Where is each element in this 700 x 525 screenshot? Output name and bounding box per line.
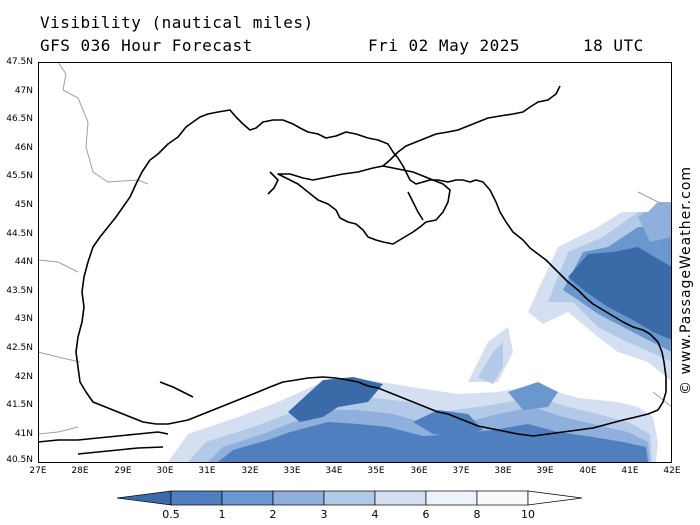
lat-label: 42N [14,372,33,382]
legend-label: 8 [473,508,481,521]
legend-label: 6 [422,508,430,521]
bosphorus-shore [159,381,194,398]
lon-label: 42E [663,466,681,476]
map-title: Visibility (nautical miles) [40,13,314,32]
lon-label: 33E [283,466,301,476]
border-line [38,426,79,435]
forecast-time: 18 UTC [583,36,644,55]
lat-label: 46.5N [6,114,33,124]
legend-swatch [527,490,583,506]
coast-inlet [267,171,279,195]
lon-label: 29E [114,466,132,476]
lon-label: 28E [71,466,89,476]
lon-label: 35E [367,466,385,476]
crimea-peninsula [277,165,451,245]
kerch-strait [407,191,424,221]
legend-swatch [170,490,223,506]
border-line [652,391,672,408]
lon-label: 27E [29,466,47,476]
lon-label: 31E [198,466,216,476]
lon-label: 30E [156,466,174,476]
lon-label: 36E [410,466,428,476]
lon-label: 32E [241,466,259,476]
lon-label: 39E [536,466,554,476]
lat-label: 44N [14,257,33,267]
lat-label: 45.5N [6,171,33,181]
lat-label: 43N [14,314,33,324]
visibility-legend-bar [117,490,583,506]
lon-label: 40E [579,466,597,476]
coastline [38,85,667,455]
lat-label: 43.5N [6,286,33,296]
lat-label: 44.5N [6,229,33,239]
legend-label: 1 [218,508,226,521]
lat-label: 42.5N [6,343,33,353]
lon-label: 38E [494,466,512,476]
legend-label: 2 [269,508,277,521]
legend-swatch [323,490,376,506]
lat-label: 47.5N [6,57,33,67]
legend-label: 3 [320,508,328,521]
border-line [38,351,81,363]
site-watermark: © www.PassageWeather.com [678,165,694,395]
lat-label: 47N [14,86,33,96]
lat-label: 41.5N [6,400,33,410]
marmara-shore [38,431,169,443]
lon-label: 37E [452,466,470,476]
legend-swatch [117,490,172,506]
legend-swatch [476,490,529,506]
lat-label: 41N [14,429,33,439]
legend-swatch [221,490,274,506]
border-line [637,191,672,211]
map-frame [38,62,672,463]
marmara-shore-south [77,446,164,455]
legend-label: 10 [521,508,535,521]
forecast-date: Fri 02 May 2025 [368,36,520,55]
country-borders [38,62,672,435]
visibility-shading [168,202,672,462]
black-sea-visibility-map [38,62,672,463]
legend-label: 0.5 [162,508,180,521]
lat-label: 46N [14,143,33,153]
legend-swatch [272,490,325,506]
lat-label: 45N [14,200,33,210]
land [38,62,672,462]
border-line [38,259,79,273]
legend-swatch [425,490,478,506]
legend-swatch [374,490,427,506]
border-line [57,62,149,185]
lon-label: 34E [325,466,343,476]
sea-shore [75,109,667,437]
lon-label: 41E [621,466,639,476]
lat-label: 40.5N [6,455,33,465]
azov-shore [382,85,561,167]
legend-label: 4 [371,508,379,521]
forecast-subtitle: GFS 036 Hour Forecast [40,36,253,55]
